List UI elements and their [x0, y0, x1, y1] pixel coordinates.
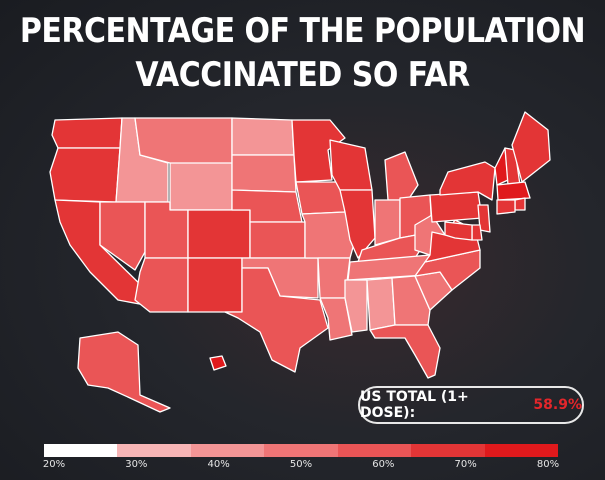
legend-ticks: 20% 30% 40% 50% 60% 70% 80%: [0, 459, 605, 475]
state-ND: [231, 117, 295, 156]
state-DE: [471, 224, 483, 241]
state-CT: [496, 199, 516, 215]
legend-tick-label: 20%: [42, 459, 66, 470]
legend-tick-label: 50%: [289, 459, 313, 470]
state-MA: [496, 181, 531, 201]
legend-segment: [117, 444, 191, 457]
state-LA: [319, 297, 353, 341]
state-WY: [169, 162, 233, 211]
state-ME: [511, 111, 551, 183]
state-MN: [291, 119, 346, 183]
legend-tick-label: 80%: [536, 459, 560, 470]
legend-segment: [337, 444, 412, 457]
state-CO: [187, 209, 251, 259]
legend-segment: [190, 444, 265, 457]
title-line-1: PERCENTAGE OF THE POPULATION: [19, 11, 586, 52]
state-NJ: [477, 204, 491, 233]
state-IN: [374, 199, 401, 246]
legend-segment: [264, 444, 338, 457]
us-total-value: 58.9%: [533, 397, 582, 413]
legend-color-bar: [44, 444, 558, 457]
state-IL: [339, 189, 376, 259]
state-FL: [369, 324, 441, 379]
state-MI: [384, 151, 419, 201]
state-TX: [224, 267, 329, 373]
legend-tick-label: 40%: [207, 459, 230, 470]
state-PA: [429, 191, 483, 223]
state-WA: [51, 117, 123, 149]
state-SD: [231, 154, 297, 193]
state-AZ: [134, 257, 189, 313]
legend-segment: [411, 444, 485, 457]
legend-segment: [484, 444, 558, 457]
state-OR: [49, 147, 121, 203]
us-total-label: US TOTAL (1+ DOSE):: [360, 389, 469, 421]
us-total-box: US TOTAL (1+ DOSE): 58.9%: [358, 386, 584, 424]
state-AK: [77, 331, 171, 413]
legend-tick-label: 60%: [372, 459, 395, 470]
state-UT: [144, 201, 189, 259]
legend-tick-label: 30%: [125, 459, 148, 470]
legend-tick-label: 70%: [454, 459, 477, 470]
title-line-2: VACCINATED SO FAR: [135, 55, 470, 96]
state-NM: [187, 257, 243, 313]
state-MS: [344, 279, 368, 333]
state-AL: [366, 277, 396, 331]
state-HI: [209, 355, 227, 371]
state-NY: [439, 161, 496, 201]
state-KS: [249, 221, 306, 259]
state-RI: [514, 197, 526, 211]
state-MT: [134, 117, 233, 166]
state-GA: [391, 275, 431, 326]
state-NV: [99, 201, 146, 271]
state-MD: [444, 221, 473, 241]
state-WI: [329, 139, 373, 191]
legend-segment: [44, 444, 118, 457]
